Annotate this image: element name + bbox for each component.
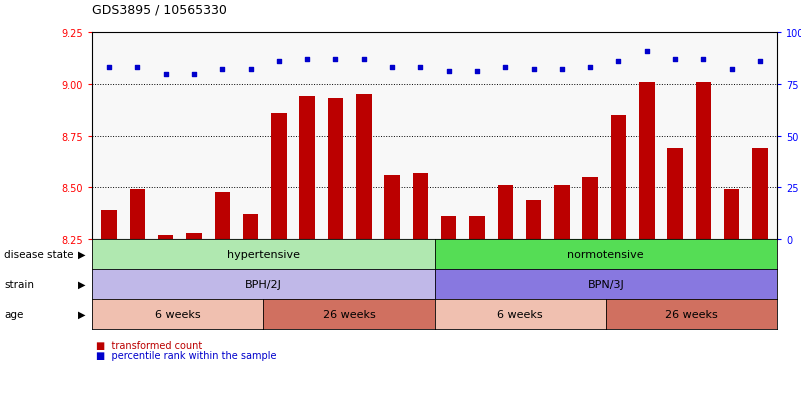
Point <box>244 67 257 74</box>
Point <box>669 57 682 63</box>
Point <box>442 69 455 76</box>
Point <box>584 65 597 71</box>
Text: ■  transformed count: ■ transformed count <box>96 341 203 351</box>
Point <box>754 59 767 65</box>
Bar <box>101 211 117 240</box>
Bar <box>695 83 711 240</box>
Point <box>697 57 710 63</box>
Bar <box>384 176 400 240</box>
Point <box>272 59 285 65</box>
Bar <box>130 190 145 240</box>
Point <box>216 67 229 74</box>
Text: ▶: ▶ <box>78 309 86 319</box>
Bar <box>413 173 429 240</box>
Bar <box>186 233 202 240</box>
Bar <box>525 200 541 240</box>
Text: ▶: ▶ <box>78 279 86 289</box>
Text: GDS3895 / 10565330: GDS3895 / 10565330 <box>92 4 227 17</box>
Point <box>187 71 200 78</box>
Point <box>725 67 738 74</box>
Point <box>301 57 314 63</box>
Text: disease state: disease state <box>4 249 74 259</box>
Bar <box>158 235 174 240</box>
Point <box>527 67 540 74</box>
Text: age: age <box>4 309 23 319</box>
Point <box>103 65 115 71</box>
Text: strain: strain <box>4 279 34 289</box>
Text: hypertensive: hypertensive <box>227 249 300 259</box>
Bar <box>469 217 485 240</box>
Point <box>470 69 483 76</box>
Bar <box>582 178 598 240</box>
Text: BPH/2J: BPH/2J <box>245 279 282 289</box>
Point <box>640 48 653 55</box>
Text: BPN/3J: BPN/3J <box>587 279 624 289</box>
Bar <box>610 116 626 240</box>
Bar <box>271 114 287 240</box>
Point <box>612 59 625 65</box>
Bar <box>300 97 315 240</box>
Point <box>555 67 568 74</box>
Bar <box>752 149 768 240</box>
Point <box>357 57 370 63</box>
Text: 6 weeks: 6 weeks <box>155 309 200 319</box>
Point <box>329 57 342 63</box>
Bar <box>441 217 457 240</box>
Text: 26 weeks: 26 weeks <box>323 309 376 319</box>
Point <box>414 65 427 71</box>
Text: 6 weeks: 6 weeks <box>497 309 543 319</box>
Text: ■  percentile rank within the sample: ■ percentile rank within the sample <box>96 350 276 360</box>
Point <box>499 65 512 71</box>
Bar <box>554 186 570 240</box>
Text: 26 weeks: 26 weeks <box>665 309 718 319</box>
Bar <box>724 190 739 240</box>
Bar <box>497 186 513 240</box>
Bar <box>243 215 259 240</box>
Bar <box>328 99 344 240</box>
Point <box>159 71 172 78</box>
Bar <box>667 149 683 240</box>
Bar <box>639 83 654 240</box>
Text: ▶: ▶ <box>78 249 86 259</box>
Text: normotensive: normotensive <box>567 249 644 259</box>
Point <box>386 65 399 71</box>
Bar <box>215 192 230 240</box>
Bar <box>356 95 372 240</box>
Point <box>131 65 144 71</box>
